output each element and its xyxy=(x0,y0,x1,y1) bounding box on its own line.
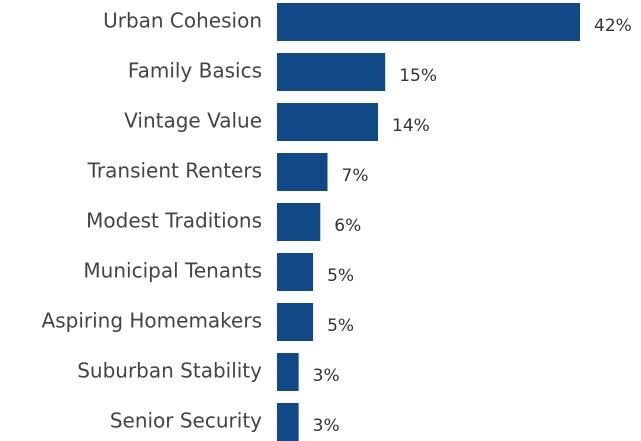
category-label: Vintage Value xyxy=(124,109,262,133)
value-label: 14% xyxy=(392,116,430,136)
category-label: Modest Traditions xyxy=(86,209,262,233)
category-label: Transient Renters xyxy=(87,159,262,183)
bar xyxy=(277,253,314,291)
category-label: Urban Cohesion xyxy=(103,9,262,33)
value-label: 3% xyxy=(313,366,340,386)
bar xyxy=(277,103,378,141)
value-label: 5% xyxy=(327,266,354,286)
value-label: 5% xyxy=(327,316,354,336)
category-label: Family Basics xyxy=(128,59,262,83)
bar xyxy=(277,353,299,391)
value-label: 6% xyxy=(334,216,361,236)
category-label: Aspiring Homemakers xyxy=(42,309,262,333)
bar xyxy=(277,153,328,191)
value-label: 3% xyxy=(313,416,340,436)
bar xyxy=(277,203,321,241)
value-label: 15% xyxy=(399,66,437,86)
bar xyxy=(277,3,580,41)
bar xyxy=(277,403,299,441)
category-label: Senior Security xyxy=(110,409,262,433)
category-label: Suburban Stability xyxy=(77,359,262,383)
bar xyxy=(277,53,386,91)
category-label: Municipal Tenants xyxy=(83,259,262,283)
bar xyxy=(277,303,314,341)
value-label: 7% xyxy=(342,166,369,186)
value-label: 42% xyxy=(594,16,632,36)
